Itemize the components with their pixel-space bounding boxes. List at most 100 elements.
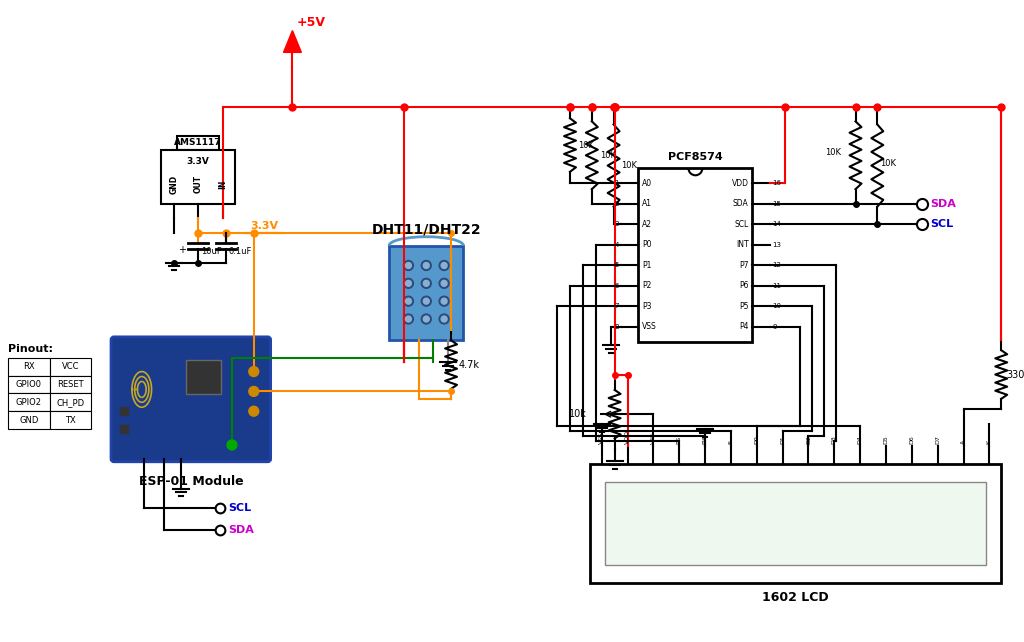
Bar bbox=[638, 168, 753, 342]
Text: VDD: VDD bbox=[731, 178, 749, 187]
Text: A0: A0 bbox=[642, 178, 652, 187]
Text: RS: RS bbox=[677, 436, 682, 444]
Circle shape bbox=[406, 298, 412, 304]
Text: 10K: 10K bbox=[600, 151, 615, 160]
Text: 10uF: 10uF bbox=[202, 247, 222, 256]
Text: 10k: 10k bbox=[569, 409, 587, 419]
Text: P1: P1 bbox=[642, 261, 651, 270]
Circle shape bbox=[249, 406, 259, 416]
Bar bbox=[605, 482, 986, 565]
Text: Pinout:: Pinout: bbox=[8, 343, 53, 354]
Circle shape bbox=[441, 263, 447, 268]
Text: 12: 12 bbox=[772, 263, 781, 268]
Text: D6: D6 bbox=[909, 435, 914, 444]
Text: PCF8574: PCF8574 bbox=[668, 152, 723, 162]
Text: ESP-01 Module: ESP-01 Module bbox=[138, 474, 243, 488]
Text: IN: IN bbox=[218, 180, 227, 189]
Circle shape bbox=[441, 316, 447, 322]
Text: 2: 2 bbox=[614, 201, 618, 207]
Text: GPIO2: GPIO2 bbox=[15, 398, 42, 407]
Text: 1: 1 bbox=[614, 180, 618, 186]
Bar bbox=[49, 358, 91, 376]
Text: P5: P5 bbox=[739, 302, 749, 311]
Bar bbox=[161, 150, 236, 204]
Circle shape bbox=[249, 386, 259, 396]
Bar bbox=[120, 407, 128, 415]
Circle shape bbox=[423, 263, 429, 268]
Text: SDA: SDA bbox=[228, 525, 254, 535]
Text: GND: GND bbox=[170, 175, 178, 194]
Circle shape bbox=[423, 298, 429, 304]
Text: SCL: SCL bbox=[930, 220, 953, 229]
Text: 6: 6 bbox=[614, 283, 618, 289]
Text: 3.3V: 3.3V bbox=[251, 221, 279, 230]
Text: 11: 11 bbox=[772, 283, 781, 289]
Text: 16: 16 bbox=[772, 180, 781, 186]
Circle shape bbox=[441, 281, 447, 286]
Circle shape bbox=[227, 440, 237, 450]
Text: VSS: VSS bbox=[599, 432, 604, 444]
Text: 330: 330 bbox=[1007, 370, 1024, 379]
Text: K: K bbox=[987, 440, 992, 444]
Bar bbox=[8, 394, 49, 412]
Text: SDA: SDA bbox=[930, 199, 955, 209]
Bar bbox=[8, 376, 49, 394]
Text: 13: 13 bbox=[772, 242, 781, 248]
Circle shape bbox=[403, 261, 414, 270]
Circle shape bbox=[406, 263, 412, 268]
Text: GND: GND bbox=[19, 415, 39, 424]
Bar bbox=[8, 412, 49, 429]
Text: TX: TX bbox=[65, 415, 76, 424]
Bar bbox=[49, 412, 91, 429]
Circle shape bbox=[439, 296, 450, 306]
Text: 3.3V: 3.3V bbox=[186, 157, 210, 166]
Text: D1: D1 bbox=[780, 435, 785, 444]
Circle shape bbox=[423, 281, 429, 286]
Text: 3: 3 bbox=[614, 221, 618, 227]
Bar bbox=[8, 358, 49, 376]
Text: D7: D7 bbox=[935, 435, 940, 444]
Text: VDD: VDD bbox=[625, 430, 630, 444]
Text: 10K: 10K bbox=[578, 141, 594, 150]
Circle shape bbox=[441, 298, 447, 304]
Text: 9: 9 bbox=[772, 324, 777, 330]
Text: P7: P7 bbox=[739, 261, 749, 270]
Text: 0.1uF: 0.1uF bbox=[229, 247, 252, 256]
Circle shape bbox=[421, 296, 431, 306]
Text: A: A bbox=[961, 440, 966, 444]
Bar bbox=[186, 360, 220, 394]
Circle shape bbox=[421, 314, 431, 324]
Circle shape bbox=[439, 279, 450, 288]
Text: GPIO0: GPIO0 bbox=[15, 380, 42, 389]
Text: D2: D2 bbox=[806, 435, 811, 444]
Bar bbox=[120, 425, 128, 433]
Circle shape bbox=[421, 279, 431, 288]
Text: DHT11/DHT22: DHT11/DHT22 bbox=[372, 223, 481, 237]
Text: RESET: RESET bbox=[57, 380, 84, 389]
Bar bbox=[177, 135, 219, 150]
Text: CH_PD: CH_PD bbox=[56, 398, 84, 407]
Text: 7: 7 bbox=[614, 304, 618, 309]
Text: A2: A2 bbox=[642, 220, 652, 229]
Text: RX: RX bbox=[23, 362, 35, 371]
Text: P6: P6 bbox=[739, 281, 749, 290]
Circle shape bbox=[406, 316, 412, 322]
Text: SCL: SCL bbox=[734, 220, 749, 229]
Bar bbox=[49, 376, 91, 394]
Text: OUT: OUT bbox=[194, 175, 203, 193]
Text: SCL: SCL bbox=[228, 503, 251, 514]
Text: P0: P0 bbox=[642, 240, 652, 249]
Text: RW: RW bbox=[702, 434, 708, 444]
Text: D5: D5 bbox=[884, 435, 889, 444]
Circle shape bbox=[421, 261, 431, 270]
Circle shape bbox=[423, 316, 429, 322]
Text: VEE: VEE bbox=[651, 432, 656, 444]
Text: INT: INT bbox=[736, 240, 749, 249]
Circle shape bbox=[439, 314, 450, 324]
Bar bbox=[389, 246, 464, 340]
Bar bbox=[590, 464, 1001, 583]
Circle shape bbox=[403, 296, 414, 306]
Text: 14: 14 bbox=[772, 221, 781, 227]
Text: +: + bbox=[178, 245, 186, 255]
Text: +5V: +5V bbox=[296, 15, 326, 28]
